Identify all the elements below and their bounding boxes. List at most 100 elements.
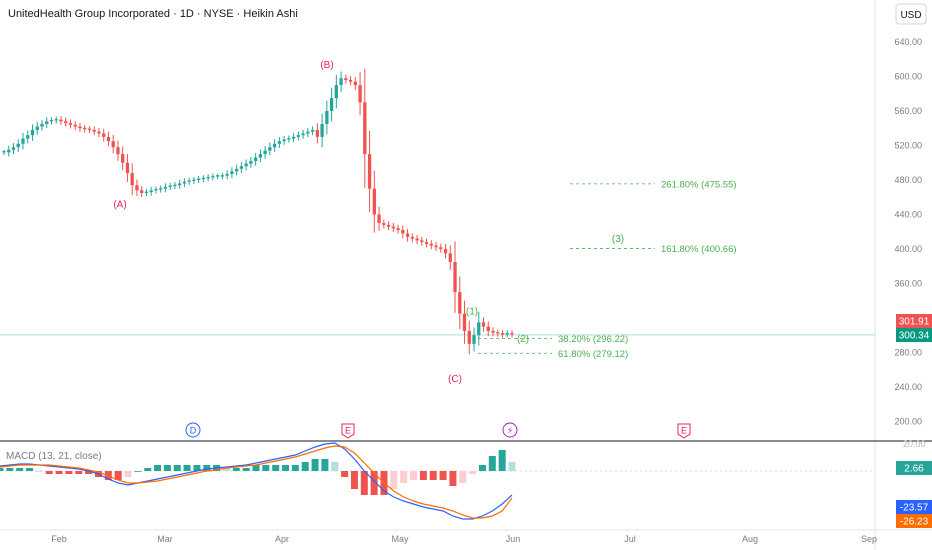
candle-body (178, 183, 182, 186)
macd-hist-bar (75, 471, 83, 474)
candle-body (334, 85, 338, 99)
macd-hist-bar (469, 471, 477, 474)
candle-body (59, 119, 63, 122)
event-marker-earnings[interactable]: E (341, 423, 355, 439)
macd-value-badge: -23.57 (896, 500, 932, 514)
macd-hist-bar (478, 465, 486, 471)
candle-body (253, 157, 258, 162)
candle-body (211, 176, 215, 178)
candle-body (325, 111, 329, 124)
macd-hist-bar (439, 471, 447, 480)
macd-hist-bar (55, 471, 63, 474)
price-axis[interactable]: 640.00 600.00 560.00 520.00 480.00 440.00 400.… (894, 37, 922, 427)
candle-body (258, 154, 263, 158)
macd-hist-bar (321, 459, 329, 471)
event-markers[interactable]: D E ⚡ E (185, 422, 691, 439)
candles[interactable] (2, 68, 514, 355)
candle-body (467, 330, 471, 344)
time-axis[interactable]: Feb Mar Apr May Jun Jul Aug Sep (51, 534, 877, 544)
macd-hist-bar (222, 468, 230, 471)
candle-body (206, 176, 210, 179)
candle-body (315, 129, 320, 137)
candle-body (144, 191, 149, 193)
event-marker-earnings[interactable]: E (677, 423, 691, 439)
wave-label: (3) (612, 234, 624, 245)
svg-text:-26.23: -26.23 (900, 517, 929, 528)
candle-body (301, 133, 305, 136)
macd-hist-bar (35, 471, 43, 472)
candle-body (434, 245, 438, 248)
fib-level-label: 38.20% (296.22) (558, 334, 628, 345)
time-tick-label: May (391, 534, 409, 544)
macd-hist-bar (508, 462, 516, 471)
candle-body (491, 330, 495, 333)
macd-hist-bar (16, 468, 24, 471)
currency-button[interactable]: USD (895, 3, 927, 25)
svg-text:-23.57: -23.57 (900, 503, 929, 514)
candle-body (102, 133, 106, 137)
time-tick-label: Sep (861, 534, 877, 544)
candle-body (121, 154, 125, 163)
macd-hist-bar (449, 471, 457, 486)
macd-hist-bar (85, 471, 93, 474)
candle-body (64, 121, 68, 124)
fibonacci-levels[interactable]: 261.80% (475.55) 161.80% (400.66) 38.20% (… (478, 179, 737, 360)
macd-hist-bar (163, 465, 171, 471)
macd-legend[interactable]: MACD (13, 21, close) (6, 451, 102, 462)
candle-body (92, 129, 96, 132)
candle-body (505, 333, 509, 335)
macd-hist-bar (459, 471, 467, 483)
candle-body (173, 184, 177, 187)
candle-body (268, 147, 272, 151)
macd-hist-bar (341, 471, 349, 477)
last-price-badge-red: 301.91 (896, 314, 932, 328)
candle-body (116, 147, 120, 155)
candle-body (21, 138, 25, 144)
candle-body (401, 230, 405, 234)
fib-level-label: 261.80% (475.55) (661, 179, 737, 190)
macd-hist-bar (419, 471, 427, 480)
candle-body (329, 98, 334, 111)
candle-body (429, 243, 433, 246)
price-tick-label: 520.00 (894, 141, 922, 151)
macd-hist-bar (154, 465, 162, 471)
time-tick-label: Aug (742, 534, 758, 544)
candle-body (87, 128, 92, 130)
macd-axis-top: 20.00 (903, 439, 926, 449)
candle-body (348, 79, 353, 82)
candle-body (382, 223, 386, 225)
macd-hist-bar (282, 465, 290, 471)
price-tick-label: 600.00 (894, 72, 922, 82)
candle-body (472, 335, 476, 344)
event-marker-split[interactable]: ⚡ (502, 422, 518, 438)
candle-body (462, 313, 467, 331)
macd-hist-bar (350, 471, 358, 489)
event-marker-dividend[interactable]: D (185, 422, 201, 438)
macd-hist-bar (134, 471, 142, 472)
candle-body (306, 131, 310, 134)
macd-hist-bar (6, 468, 14, 471)
candle-body (130, 173, 134, 186)
candle-body (424, 242, 429, 244)
price-tick-label: 560.00 (894, 106, 922, 116)
candle-body (196, 178, 201, 180)
macd-hist-bar (488, 456, 496, 471)
candle-body (7, 149, 11, 153)
candle-body (510, 333, 514, 335)
macd-hist-bar (429, 471, 437, 480)
macd-hist-bar (272, 465, 280, 471)
candle-body (363, 102, 367, 155)
candle-body (358, 85, 362, 103)
candle-body (220, 175, 225, 177)
candle-body (263, 150, 267, 155)
macd-hist-bar (360, 471, 368, 495)
macd-hist-bar (144, 468, 152, 471)
candle-body (159, 188, 163, 190)
candle-body (377, 214, 381, 224)
wave-label: (A) (113, 200, 126, 211)
candle-body (215, 175, 220, 177)
candle-body (192, 179, 196, 181)
macd-hist-bar (498, 450, 506, 471)
fib-level-label: 61.80% (279.12) (558, 349, 628, 360)
